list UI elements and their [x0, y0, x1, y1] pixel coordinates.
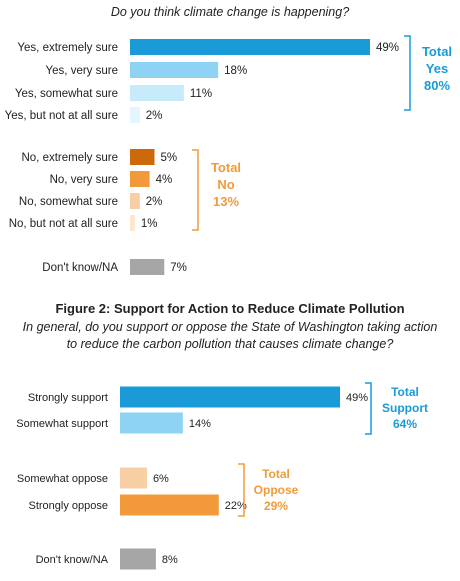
category-label: No, very sure	[50, 174, 118, 186]
total-no-label: 13%	[213, 194, 239, 209]
bar	[130, 39, 370, 55]
total-support-label: Support	[382, 401, 428, 415]
data-label: 8%	[162, 554, 178, 566]
data-label: 14%	[189, 418, 211, 430]
category-label: No, but not at all sure	[9, 218, 118, 230]
bar	[130, 62, 219, 78]
bar	[130, 193, 140, 209]
data-label: 6%	[153, 473, 169, 485]
bar	[120, 548, 156, 570]
bar	[130, 215, 135, 231]
category-label: Somewhat support	[16, 418, 108, 430]
total-support-label: 64%	[393, 417, 417, 431]
data-label: 11%	[190, 88, 212, 100]
category-label: No, extremely sure	[21, 152, 118, 164]
bar	[120, 467, 147, 489]
total-oppose-label: Total	[262, 467, 290, 481]
category-label: Yes, but not at all sure	[5, 110, 118, 122]
data-label: 5%	[160, 152, 177, 164]
total-no-bracket	[192, 149, 199, 231]
category-label: Strongly oppose	[29, 500, 109, 512]
total-no-label: No	[217, 177, 234, 192]
total-yes-label: Total	[422, 44, 452, 59]
bar	[130, 107, 140, 123]
data-label: 4%	[156, 174, 173, 186]
bar	[120, 412, 183, 434]
bar	[120, 494, 219, 516]
total-no-label: Total	[211, 160, 241, 175]
chart2-subtitle: to reduce the carbon pollution that caus…	[67, 337, 394, 351]
data-label: 49%	[376, 42, 399, 54]
chart2-title: Figure 2: Support for Action to Reduce C…	[55, 301, 404, 316]
total-support-bracket	[365, 382, 372, 435]
data-label: 18%	[224, 65, 247, 77]
total-support-label: Total	[391, 385, 419, 399]
category-label: Don't know/NA	[42, 262, 118, 274]
bar	[130, 149, 155, 165]
category-label: Yes, somewhat sure	[15, 88, 118, 100]
category-label: Somewhat oppose	[17, 473, 108, 485]
data-label: 1%	[141, 218, 158, 230]
total-yes-bracket	[404, 35, 411, 111]
category-label: Yes, very sure	[46, 65, 118, 77]
data-label: 2%	[146, 110, 163, 122]
data-label: 49%	[346, 392, 368, 404]
data-label: 7%	[170, 262, 187, 274]
data-label: 2%	[146, 196, 163, 208]
data-label: 22%	[225, 500, 247, 512]
category-label: No, somewhat sure	[19, 196, 118, 208]
total-oppose-label: 29%	[264, 499, 288, 513]
bar	[120, 386, 340, 408]
bar	[130, 171, 150, 187]
total-oppose-bracket	[238, 463, 245, 517]
total-yes-label: Yes	[426, 61, 448, 76]
category-label: Strongly support	[28, 392, 108, 404]
total-oppose-label: Oppose	[254, 483, 299, 497]
category-label: Don't know/NA	[36, 554, 109, 566]
bar	[130, 259, 165, 275]
chart1-subtitle: Do you think climate change is happening…	[111, 5, 349, 19]
category-label: Yes, extremely sure	[17, 42, 118, 54]
bar	[130, 85, 184, 101]
chart2-subtitle: In general, do you support or oppose the…	[23, 320, 438, 334]
total-yes-label: 80%	[424, 78, 450, 93]
